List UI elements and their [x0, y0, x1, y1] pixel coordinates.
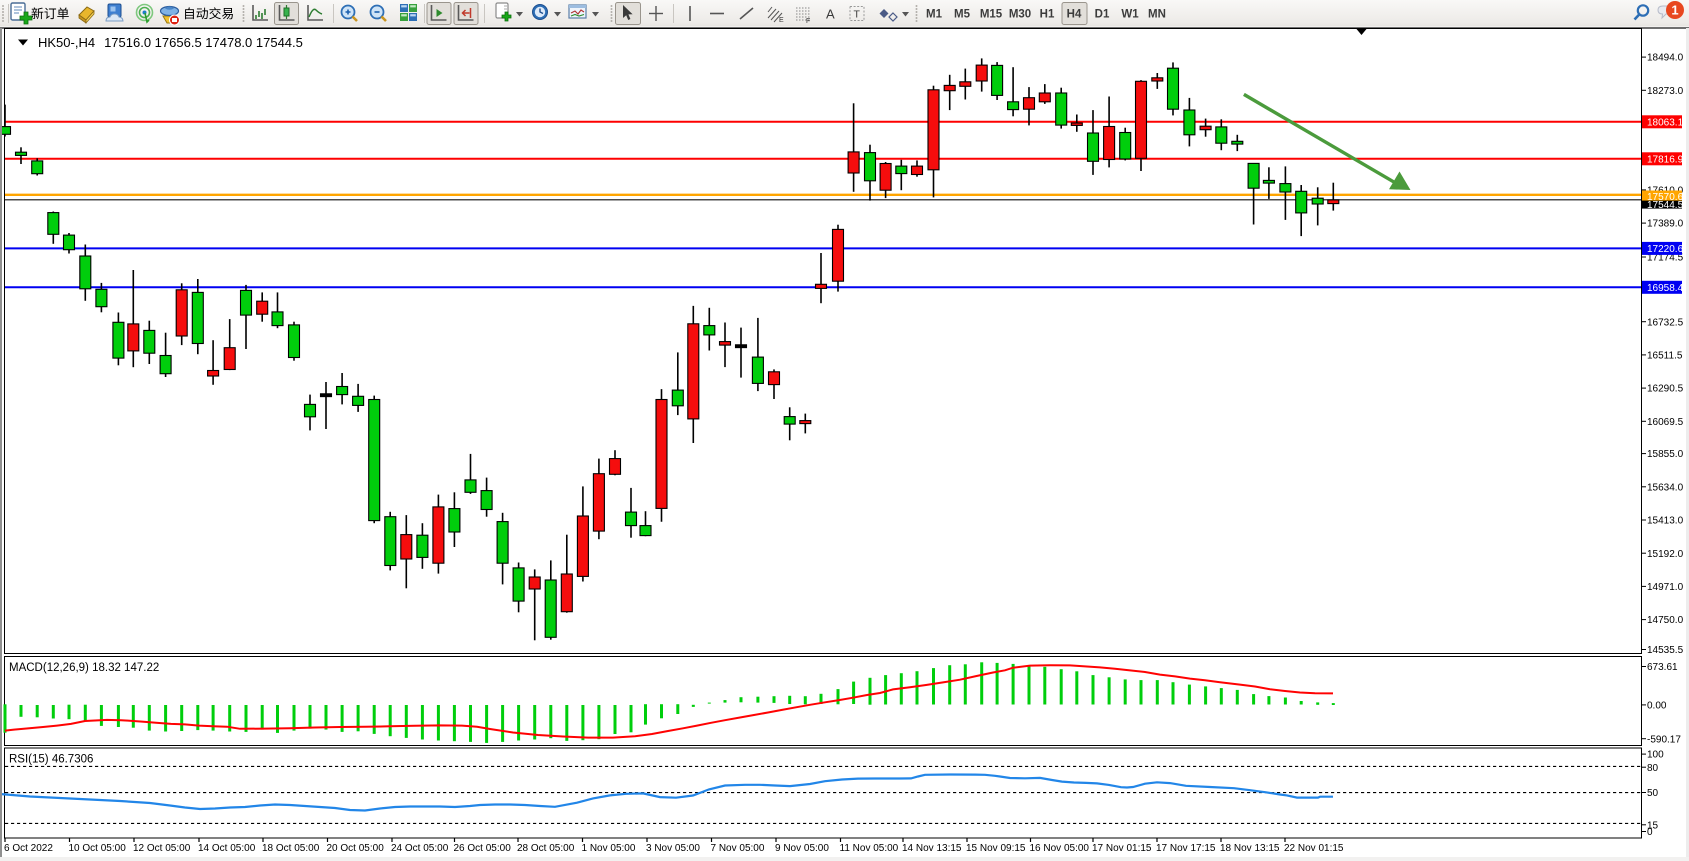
svg-text:15 Nov 09:15: 15 Nov 09:15: [966, 843, 1026, 854]
svg-text:17 Nov 17:15: 17 Nov 17:15: [1156, 843, 1216, 854]
svg-text:14971.0: 14971.0: [1647, 582, 1684, 593]
svg-text:17174.5: 17174.5: [1647, 253, 1684, 264]
svg-text:7 Nov 05:00: 7 Nov 05:00: [711, 843, 765, 854]
svg-text:T: T: [854, 9, 861, 21]
svg-text:14 Nov 13:15: 14 Nov 13:15: [902, 843, 962, 854]
svg-text:E: E: [779, 17, 784, 24]
svg-text:15: 15: [1647, 820, 1659, 831]
svg-text:M30: M30: [1009, 9, 1031, 21]
svg-text:17220.6: 17220.6: [1647, 244, 1684, 255]
svg-text:18 Oct 05:00: 18 Oct 05:00: [262, 843, 320, 854]
svg-text:W1: W1: [1121, 9, 1139, 21]
svg-text:1: 1: [1671, 3, 1678, 18]
svg-text:3 Nov 05:00: 3 Nov 05:00: [646, 843, 700, 854]
svg-text:14535.5: 14535.5: [1647, 645, 1684, 656]
svg-text:16 Nov 05:00: 16 Nov 05:00: [1030, 843, 1090, 854]
svg-text:A: A: [826, 7, 835, 22]
svg-text:M1: M1: [926, 9, 943, 21]
svg-text:15413.0: 15413.0: [1647, 516, 1684, 527]
svg-text:14750.0: 14750.0: [1647, 615, 1684, 626]
svg-text:18273.0: 18273.0: [1647, 86, 1684, 97]
svg-text:F: F: [806, 18, 810, 25]
svg-text:0: 0: [1647, 827, 1653, 838]
svg-text:16958.4: 16958.4: [1647, 283, 1684, 294]
svg-text:0.00: 0.00: [1647, 701, 1667, 712]
svg-text:15855.0: 15855.0: [1647, 449, 1684, 460]
svg-text:18494.0: 18494.0: [1647, 53, 1684, 64]
svg-text:15634.0: 15634.0: [1647, 482, 1684, 493]
svg-text:1 Nov 05:00: 1 Nov 05:00: [582, 843, 636, 854]
svg-text:28 Oct 05:00: 28 Oct 05:00: [517, 843, 575, 854]
svg-text:RSI(15) 46.7306: RSI(15) 46.7306: [9, 754, 93, 766]
svg-text:16732.5: 16732.5: [1647, 317, 1684, 328]
svg-text:14 Oct 05:00: 14 Oct 05:00: [198, 843, 256, 854]
svg-text:6 Oct 2022: 6 Oct 2022: [4, 843, 53, 854]
svg-text:16290.5: 16290.5: [1647, 384, 1684, 395]
svg-text:17 Nov 01:15: 17 Nov 01:15: [1092, 843, 1152, 854]
svg-text:17389.0: 17389.0: [1647, 219, 1684, 230]
svg-text:-590.17: -590.17: [1647, 734, 1681, 745]
svg-text:9 Nov 05:00: 9 Nov 05:00: [775, 843, 829, 854]
svg-text:H1: H1: [1040, 9, 1055, 21]
svg-text:17544.5: 17544.5: [1647, 200, 1684, 211]
svg-text:17816.9: 17816.9: [1647, 154, 1684, 165]
svg-text:16069.5: 16069.5: [1647, 417, 1684, 428]
svg-text:17570.6: 17570.6: [1647, 192, 1684, 203]
svg-text:12 Oct 05:00: 12 Oct 05:00: [133, 843, 191, 854]
svg-text:673.61: 673.61: [1647, 662, 1678, 673]
svg-text:M15: M15: [980, 9, 1003, 21]
svg-text:MACD(12,26,9) 18.32 147.22: MACD(12,26,9) 18.32 147.22: [9, 662, 159, 674]
svg-text:18063.1: 18063.1: [1647, 117, 1684, 128]
svg-text:18 Nov 13:15: 18 Nov 13:15: [1220, 843, 1280, 854]
svg-text:16511.5: 16511.5: [1647, 351, 1683, 362]
svg-text:15192.0: 15192.0: [1647, 549, 1684, 560]
svg-text:50: 50: [1647, 788, 1659, 799]
svg-text:11 Nov 05:00: 11 Nov 05:00: [840, 843, 899, 854]
svg-text:MN: MN: [1148, 9, 1166, 21]
svg-text:26 Oct 05:00: 26 Oct 05:00: [454, 843, 512, 854]
svg-text:100: 100: [1647, 750, 1664, 761]
svg-text:H4: H4: [1067, 9, 1082, 21]
svg-text:22 Nov 01:15: 22 Nov 01:15: [1284, 843, 1344, 854]
svg-text:10 Oct 05:00: 10 Oct 05:00: [69, 843, 127, 854]
svg-text:80: 80: [1647, 763, 1659, 774]
svg-text:D1: D1: [1095, 9, 1110, 21]
svg-text:20 Oct 05:00: 20 Oct 05:00: [327, 843, 385, 854]
svg-text:24 Oct 05:00: 24 Oct 05:00: [391, 843, 449, 854]
svg-text:M5: M5: [954, 9, 971, 21]
